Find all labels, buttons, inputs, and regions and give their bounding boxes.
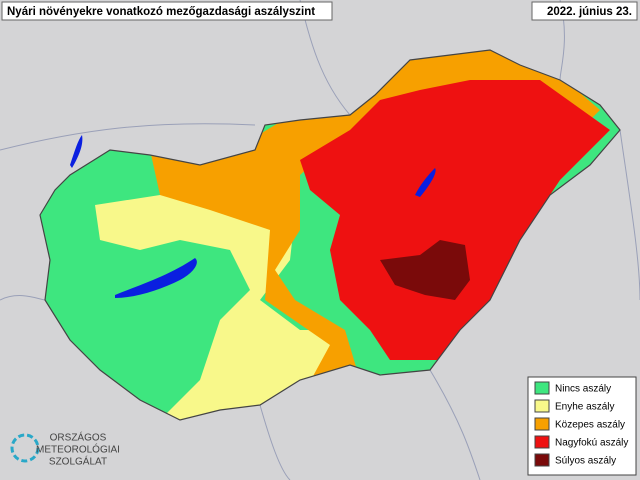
logo: ORSZÁGOS METEOROLÓGIAI SZOLGÁLAT bbox=[10, 431, 120, 468]
legend-label: Nagyfokú aszály bbox=[555, 438, 628, 449]
title: Nyári növényekre vonatkozó mezőgazdasági… bbox=[7, 6, 315, 18]
legend: Nincs aszály Enyhe aszály Közepes aszály Na… bbox=[534, 381, 628, 467]
legend-label: Nincs aszály bbox=[555, 384, 611, 395]
area-moderate bbox=[150, 50, 600, 400]
legend-swatch bbox=[534, 399, 550, 413]
legend-swatch bbox=[534, 453, 550, 467]
area-extreme bbox=[380, 240, 470, 300]
title-box bbox=[1, 1, 333, 21]
lakes bbox=[70, 135, 436, 298]
legend-swatch bbox=[534, 435, 550, 449]
legend-label: Közepes aszály bbox=[555, 420, 625, 431]
legend-swatch bbox=[534, 417, 550, 431]
logo-text: METEOROLÓGIAI bbox=[36, 443, 120, 456]
logo-text: ORSZÁGOS bbox=[50, 431, 107, 444]
logo-text: SZOLGÁLAT bbox=[49, 455, 107, 468]
logo-mark bbox=[10, 433, 40, 463]
legend-label: Súlyos aszály bbox=[555, 456, 616, 467]
legend-swatch bbox=[534, 381, 550, 395]
date-box bbox=[531, 1, 638, 21]
country-border bbox=[39, 49, 621, 421]
area-severe bbox=[300, 80, 610, 360]
date: 2022. június 23. bbox=[547, 6, 632, 18]
legend-label: Enyhe aszály bbox=[555, 402, 614, 413]
